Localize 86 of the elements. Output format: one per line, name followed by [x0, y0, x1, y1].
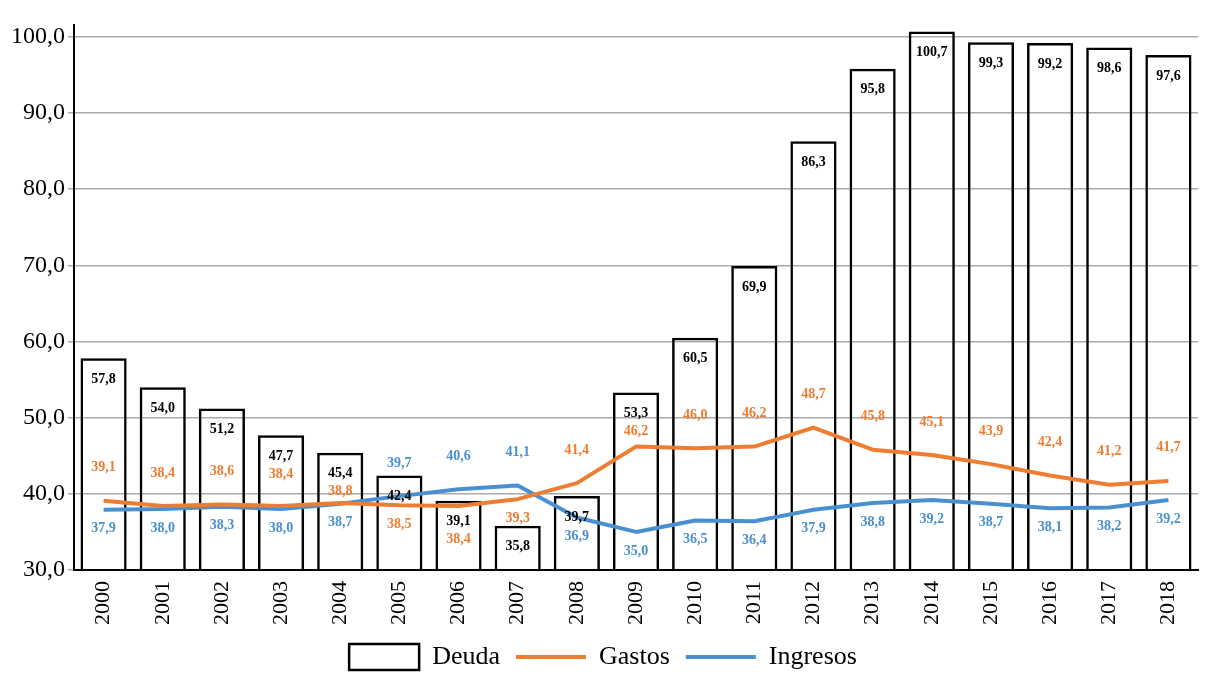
data-label: 86,3: [801, 153, 826, 169]
y-tick-label: 70,0: [23, 250, 65, 277]
data-label: 53,3: [623, 405, 649, 421]
data-label: 99,3: [978, 54, 1004, 70]
x-tick-label: 2004: [325, 581, 351, 625]
data-label: 41,2: [1097, 443, 1122, 459]
data-label: 38,4: [268, 465, 294, 481]
x-tick-label: 2000: [89, 581, 115, 625]
data-label: 45,4: [327, 465, 353, 481]
data-label: 38,4: [150, 464, 175, 480]
data-label: 45,1: [919, 413, 945, 429]
x-tick-label: 2012: [799, 581, 825, 625]
data-label: 60,5: [682, 350, 708, 366]
data-label: 41,1: [505, 444, 530, 460]
y-tick-label: 90,0: [23, 98, 65, 125]
data-label: 47,7: [268, 447, 294, 463]
data-label: 100,7: [916, 44, 948, 60]
data-label: 35,8: [505, 538, 530, 554]
x-tick-label: 2006: [444, 581, 470, 625]
data-label: 54,0: [150, 399, 175, 415]
x-tick-label: 2011: [740, 581, 766, 625]
x-tick-label: 2016: [1035, 581, 1061, 625]
data-label: 36,5: [682, 531, 708, 547]
legend-label: Ingresos: [768, 640, 857, 670]
data-label: 38,8: [327, 483, 353, 499]
data-label: 39,1: [446, 513, 471, 529]
data-label: 46,2: [623, 423, 649, 439]
data-label: 39,3: [505, 509, 530, 525]
x-tick-label: 2014: [917, 581, 943, 625]
data-label: 40,6: [446, 447, 471, 463]
x-tick-label: 2002: [207, 581, 233, 625]
x-tick-label: 2001: [148, 581, 174, 625]
data-label: 38,2: [1097, 518, 1122, 534]
data-label: 37,9: [801, 520, 826, 536]
y-tick-label: 100,0: [11, 22, 65, 49]
x-tick-label: 2013: [858, 581, 884, 625]
x-tick-label: 2009: [621, 581, 647, 625]
x-tick-label: 2018: [1154, 581, 1180, 625]
data-label: 45,8: [860, 408, 885, 424]
data-label: 42,4: [387, 488, 412, 504]
data-label: 98,6: [1097, 60, 1122, 76]
data-label: 38,8: [860, 513, 885, 529]
data-label: 48,7: [801, 386, 826, 402]
y-tick-label: 40,0: [23, 479, 65, 506]
data-label: 39,2: [919, 510, 945, 526]
x-tick-label: 2015: [976, 581, 1002, 625]
data-label: 99,2: [1037, 55, 1063, 71]
data-label: 57,8: [91, 370, 116, 386]
data-label: 42,4: [1037, 434, 1063, 450]
data-label: 97,6: [1156, 67, 1181, 83]
x-tick-label: 2005: [385, 581, 411, 625]
data-label: 41,4: [564, 441, 590, 457]
data-label: 43,9: [978, 422, 1004, 438]
data-label: 35,0: [623, 542, 649, 558]
y-tick-label: 60,0: [23, 326, 65, 353]
data-label: 39,1: [91, 459, 116, 475]
data-label: 38,1: [1037, 518, 1063, 534]
data-label: 51,2: [209, 421, 235, 437]
data-label: 36,9: [564, 528, 590, 544]
data-label: 46,2: [742, 405, 767, 421]
x-tick-label: 2008: [562, 581, 588, 625]
data-label: 38,0: [268, 519, 294, 535]
data-label: 38,0: [150, 519, 175, 535]
data-label: 38,3: [209, 517, 235, 533]
y-tick-label: 50,0: [23, 402, 65, 429]
data-label: 36,4: [742, 531, 767, 547]
x-tick-label: 2007: [503, 581, 529, 625]
legend-label: Deuda: [432, 640, 501, 670]
data-label: 38,7: [327, 514, 353, 530]
data-label: 38,7: [978, 514, 1004, 530]
data-label: 38,5: [387, 515, 412, 531]
data-label: 38,4: [446, 531, 471, 547]
data-label: 46,0: [682, 406, 708, 422]
data-label: 38,6: [209, 463, 235, 479]
y-tick-label: 30,0: [23, 555, 65, 582]
x-tick-label: 2010: [680, 581, 706, 625]
data-label: 95,8: [860, 81, 885, 97]
data-label: 37,9: [91, 520, 116, 536]
x-tick-label: 2003: [266, 581, 292, 625]
data-label: 69,9: [742, 278, 767, 294]
legend-label: Gastos: [598, 640, 670, 670]
y-tick-label: 80,0: [23, 174, 65, 201]
data-label: 41,7: [1156, 439, 1181, 455]
data-label: 39,2: [1156, 510, 1181, 526]
x-tick-label: 2017: [1095, 581, 1121, 625]
data-label: 39,7: [387, 454, 412, 470]
